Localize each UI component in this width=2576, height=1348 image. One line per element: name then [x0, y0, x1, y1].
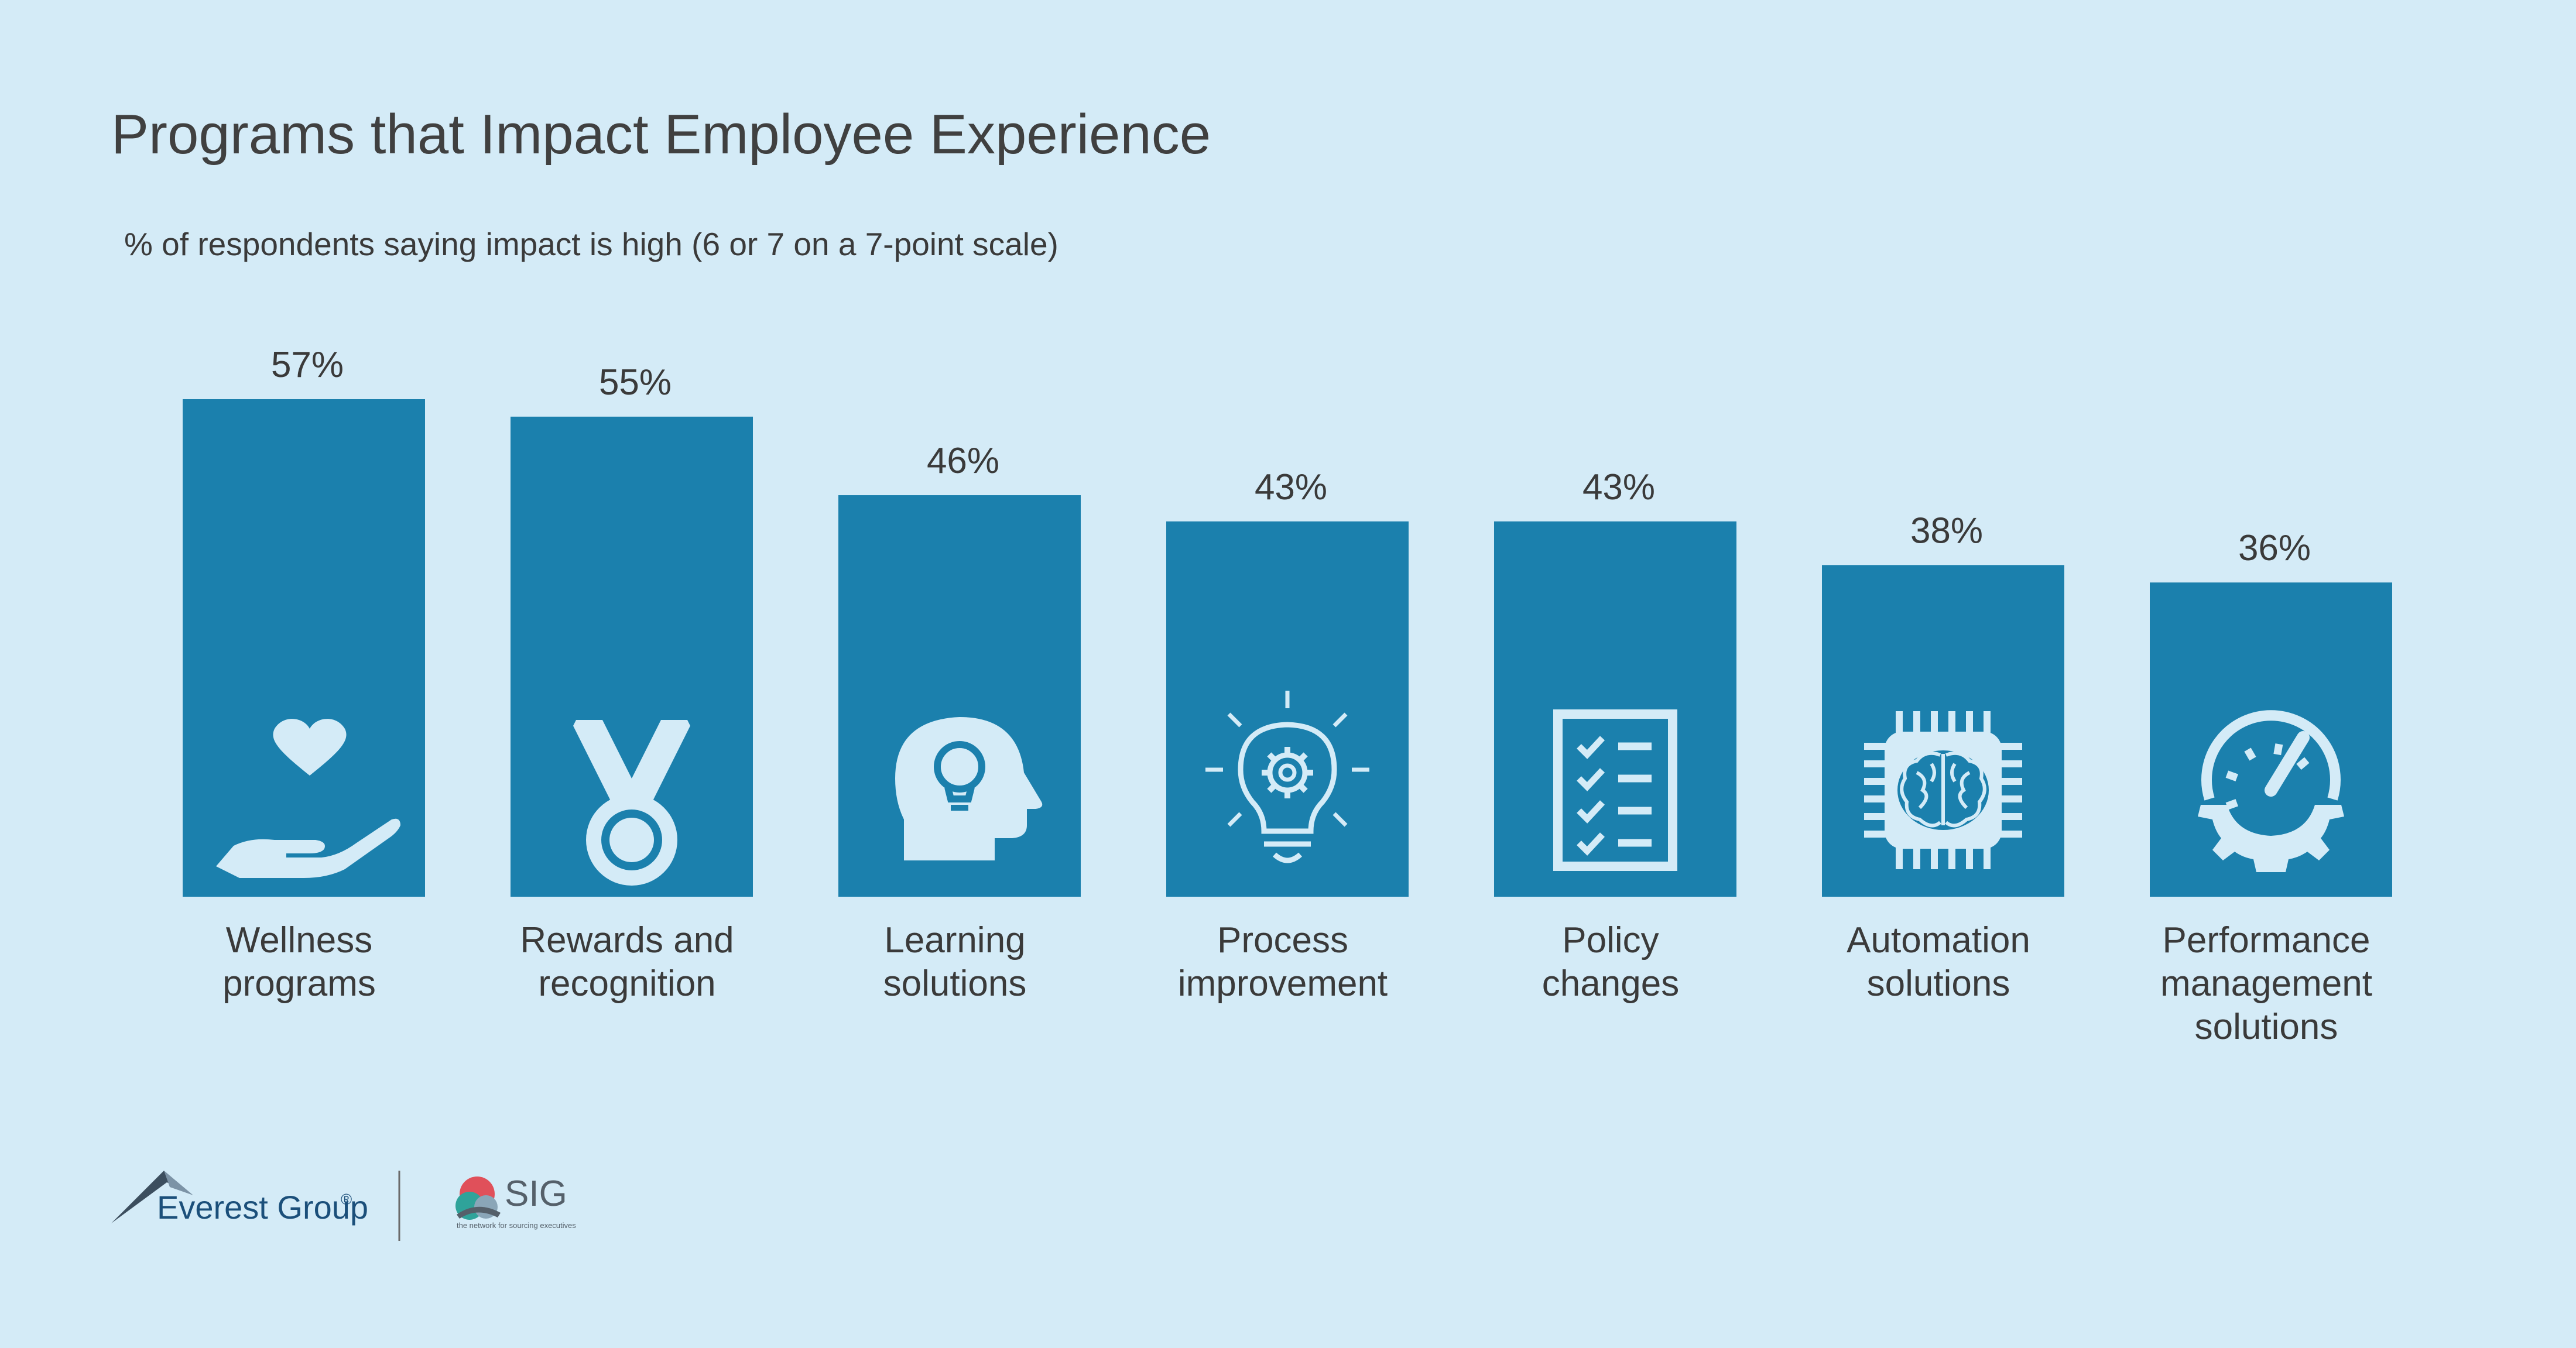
category-label-5: Automation solutions [1847, 920, 2030, 1004]
value-label-5: 38% [1910, 510, 1983, 551]
medal-icon [573, 720, 690, 886]
checklist-icon [1553, 709, 1677, 871]
value-label-1: 55% [599, 362, 672, 403]
head-lightbulb-icon [895, 717, 1043, 860]
category-label-6: Performance management solutions [2160, 920, 2372, 1047]
category-label-0: Wellness programs [222, 920, 376, 1004]
everest-group-logo: Everest Group ® [111, 1171, 368, 1226]
value-label-2: 46% [927, 441, 999, 481]
bar-3 [1166, 521, 1409, 897]
chart-subtitle: % of respondents saying impact is high (… [124, 226, 1059, 262]
value-label-3: 43% [1255, 467, 1327, 507]
bar-0 [183, 399, 425, 897]
sig-tagline: the network for sourcing executives [457, 1221, 576, 1230]
brain-chip-icon [1864, 711, 2022, 869]
bars-layer: 57% Wellness programs 55% Rewards and recogni… [183, 345, 2392, 1047]
value-label-4: 43% [1582, 467, 1655, 507]
value-label-0: 57% [271, 345, 344, 385]
sig-mark-icon [455, 1177, 501, 1220]
value-label-6: 36% [2238, 528, 2311, 568]
category-label-2: Learning solutions [883, 920, 1027, 1004]
lightbulb-gear-icon [1205, 691, 1369, 863]
footer-logos: Everest Group ® SIG the network for sour… [111, 1171, 576, 1241]
heart-hand-icon [216, 719, 400, 878]
category-label-1: Rewards and recognition [520, 920, 734, 1004]
gauge-gear-icon [2198, 710, 2344, 872]
bar-4 [1494, 521, 1736, 897]
bar-chart: 57% Wellness programs 55% Rewards and recogni… [183, 345, 2392, 1047]
category-label-4: Policy changes [1542, 920, 1679, 1004]
chart-title: Programs that Impact Employee Experience [111, 103, 1211, 166]
everest-group-text: Everest Group [157, 1189, 368, 1226]
sig-logo: SIG the network for sourcing executives [455, 1174, 576, 1230]
category-label-3: Process improvement [1178, 920, 1388, 1004]
sig-text: SIG [505, 1174, 567, 1214]
everest-registered-mark: ® [341, 1191, 352, 1208]
